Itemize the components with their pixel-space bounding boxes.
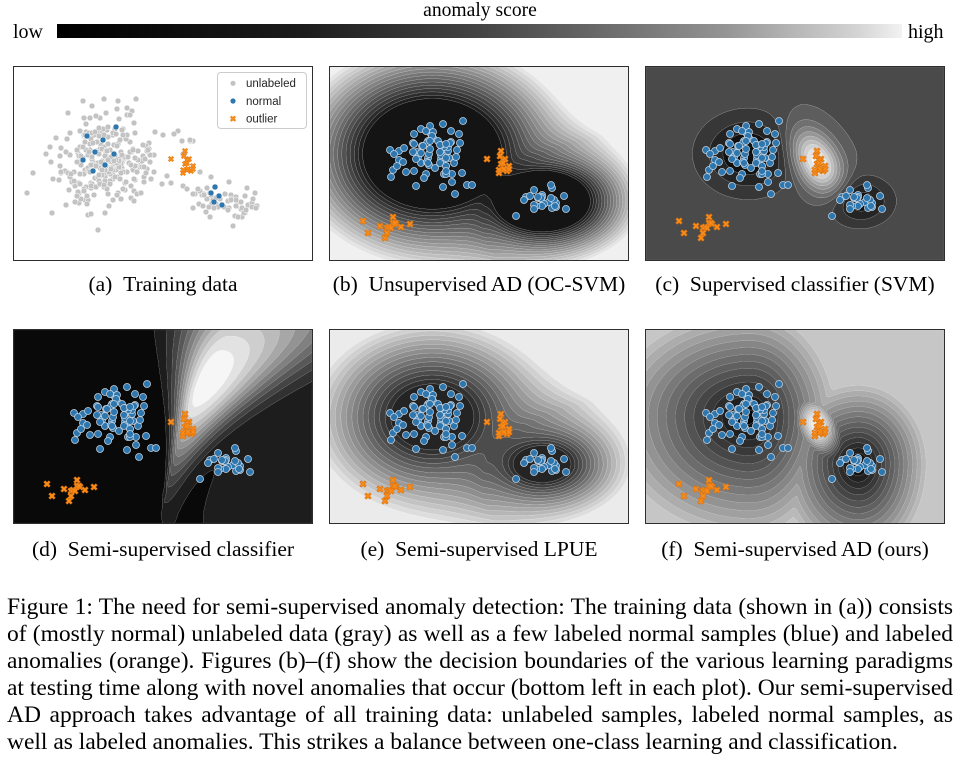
svg-text:outlier: outlier — [246, 114, 277, 126]
svg-text:unlabeled: unlabeled — [246, 78, 296, 90]
svg-text:normal: normal — [246, 96, 281, 108]
